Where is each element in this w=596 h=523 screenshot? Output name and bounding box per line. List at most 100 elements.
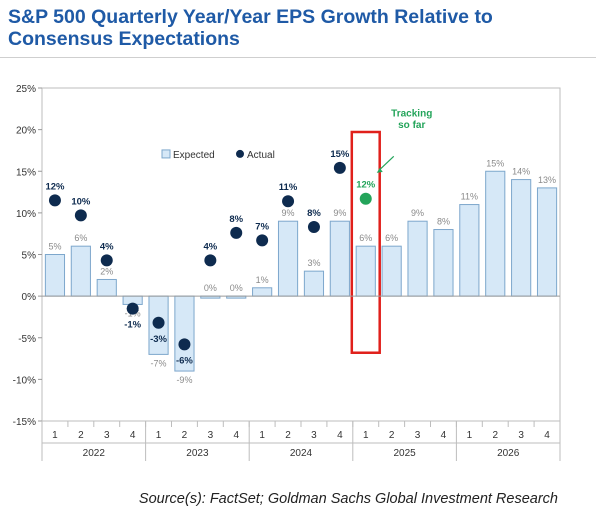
x-tick-label: 4 xyxy=(130,430,136,441)
expected-bar xyxy=(381,245,402,297)
expected-bar xyxy=(536,187,558,297)
expected-label: 6% xyxy=(385,233,398,243)
y-tick-label: 20% xyxy=(16,126,36,137)
actual-point xyxy=(126,302,139,315)
expected-label: 9% xyxy=(411,208,424,218)
x-tick-label: 1 xyxy=(467,430,473,441)
x-tick-label: 1 xyxy=(156,430,162,441)
expected-label: 0% xyxy=(230,283,243,293)
expected-label: 0% xyxy=(204,283,217,293)
actual-point xyxy=(204,254,217,267)
actual-label: -3% xyxy=(150,334,167,345)
expected-label: 9% xyxy=(282,208,295,218)
y-tick-label: 10% xyxy=(16,209,36,220)
legend-expected-label: Expected xyxy=(173,150,215,161)
actual-label: 7% xyxy=(255,221,269,232)
expected-label: 2% xyxy=(100,266,113,276)
tracking-label: 12% xyxy=(356,180,376,191)
y-tick-label: -15% xyxy=(13,417,36,428)
year-label: 2023 xyxy=(186,448,209,459)
tracking-point xyxy=(359,192,372,205)
expected-label: 8% xyxy=(437,217,450,227)
y-tick-label: -5% xyxy=(18,334,36,345)
x-tick-label: 3 xyxy=(518,430,524,441)
expected-label: -9% xyxy=(176,375,192,385)
x-tick-label: 3 xyxy=(415,430,421,441)
x-tick-label: 2 xyxy=(389,430,395,441)
expected-bar xyxy=(44,254,66,297)
actual-label: 8% xyxy=(229,214,243,225)
y-tick-label: 25% xyxy=(16,84,36,95)
expected-bar xyxy=(329,220,350,297)
actual-point xyxy=(256,234,269,247)
expected-label: 6% xyxy=(359,233,372,243)
x-tick-label: 4 xyxy=(544,430,550,441)
y-tick-label: 5% xyxy=(22,251,37,262)
actual-label: 12% xyxy=(45,181,65,192)
expected-label: 13% xyxy=(538,175,556,185)
expected-bar xyxy=(407,220,428,297)
expected-bar xyxy=(96,278,117,297)
source-note: Source(s): FactSet; Goldman Sachs Global… xyxy=(138,491,558,507)
chart: -15%-10%-5%0%5%10%15%20%25%5%6%2%-1%-7%-… xyxy=(13,84,561,461)
x-tick-label: 2 xyxy=(78,430,84,441)
expected-bar xyxy=(433,229,454,297)
expected-bar xyxy=(277,220,299,297)
actual-point xyxy=(74,209,87,222)
y-tick-label: 15% xyxy=(16,167,36,178)
actual-label: 11% xyxy=(279,182,298,193)
actual-label: 8% xyxy=(307,208,321,219)
x-tick-label: 3 xyxy=(208,430,214,441)
y-tick-label: -10% xyxy=(13,375,36,386)
expected-bar xyxy=(355,245,376,297)
expected-label: 5% xyxy=(48,242,61,252)
actual-point xyxy=(152,316,165,329)
expected-bar xyxy=(252,287,273,297)
highlight-box xyxy=(350,130,381,354)
expected-bar xyxy=(303,270,325,297)
year-label: 2022 xyxy=(83,448,106,459)
y-tick-label: 0% xyxy=(22,292,37,303)
legend-actual-marker xyxy=(236,149,244,158)
expected-bar xyxy=(485,170,506,297)
actual-label: -6% xyxy=(176,355,193,366)
expected-label: 6% xyxy=(74,233,87,243)
expected-bar xyxy=(70,245,91,297)
x-tick-label: 3 xyxy=(104,430,110,441)
x-tick-label: 4 xyxy=(441,430,447,441)
tracking-annotation-line2: so far xyxy=(398,120,425,131)
expected-label: 15% xyxy=(486,158,504,168)
x-tick-label: 2 xyxy=(182,430,188,441)
plot-frame xyxy=(41,87,561,422)
x-tick-label: 3 xyxy=(311,430,317,441)
tracking-arrowhead xyxy=(376,167,383,173)
actual-point xyxy=(333,161,346,174)
year-label: 2024 xyxy=(290,448,313,459)
expected-label: -7% xyxy=(151,358,167,368)
x-tick-label: 1 xyxy=(363,430,369,441)
actual-point xyxy=(100,254,113,267)
expected-label: 14% xyxy=(512,167,530,177)
title-divider xyxy=(0,57,596,58)
actual-point xyxy=(307,221,320,234)
year-label: 2026 xyxy=(497,448,520,459)
actual-point xyxy=(282,195,295,208)
actual-label: 15% xyxy=(330,149,350,160)
expected-label: 11% xyxy=(461,192,478,202)
legend-expected-swatch xyxy=(161,149,171,159)
x-tick-label: 1 xyxy=(52,430,58,441)
actual-label: 4% xyxy=(203,241,217,252)
x-tick-label: 1 xyxy=(259,430,265,441)
actual-point xyxy=(178,338,191,351)
x-tick-label: 4 xyxy=(233,430,239,441)
actual-label: 4% xyxy=(100,241,114,252)
expected-label: 1% xyxy=(256,275,269,285)
legend-actual-label: Actual xyxy=(247,150,275,161)
tracking-annotation-line1: Tracking xyxy=(391,108,432,119)
x-tick-label: 4 xyxy=(337,430,343,441)
expected-bar xyxy=(459,204,480,297)
chart-title: S&P 500 Quarterly Year/Year EPS Growth R… xyxy=(8,6,493,50)
x-tick-label: 2 xyxy=(285,430,291,441)
year-label: 2025 xyxy=(393,448,416,459)
expected-label: 3% xyxy=(307,258,320,268)
